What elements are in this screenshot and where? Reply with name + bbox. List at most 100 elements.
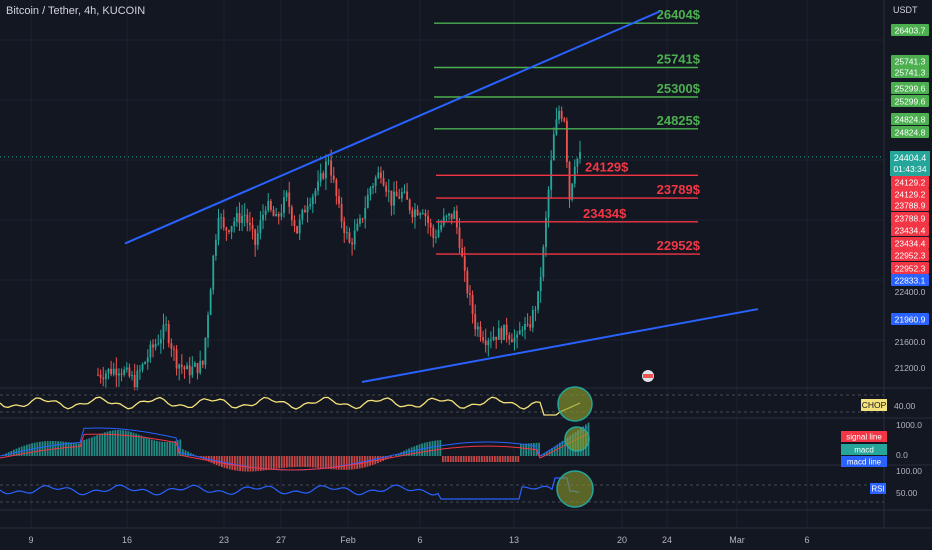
macd-histogram-bar — [72, 442, 75, 456]
macd-histogram-bar — [525, 443, 527, 456]
candle-body — [458, 227, 461, 248]
macd-histogram-bar — [410, 447, 413, 456]
macd-histogram-bar — [262, 456, 265, 471]
macd-histogram-bar — [343, 456, 345, 470]
macd-histogram-bar — [486, 456, 488, 462]
candle-body — [136, 370, 139, 388]
candle-body — [243, 214, 246, 216]
price-badge — [891, 24, 929, 36]
candle-body — [524, 323, 526, 330]
macd-histogram-bar — [106, 431, 109, 456]
level-label: 22952$ — [657, 238, 701, 253]
candle-body — [230, 226, 233, 232]
candle-body — [484, 340, 487, 346]
price-badge-text: 25299.6 — [895, 97, 926, 107]
candle-body — [518, 330, 521, 335]
level-label: 25300$ — [657, 81, 701, 96]
macd-histogram-bar — [234, 456, 236, 471]
candle-body — [256, 233, 259, 246]
candle-body — [421, 213, 424, 215]
price-badge — [891, 224, 929, 236]
candle-body — [183, 366, 186, 370]
macd-histogram-bar — [291, 456, 293, 468]
macd-histogram-bar — [340, 456, 343, 470]
candle-body — [476, 326, 479, 330]
macd-histogram-bar — [481, 456, 483, 462]
macd-histogram-bar — [161, 441, 163, 456]
macd-histogram-bar — [335, 456, 338, 470]
price-tick: 21200.0 — [895, 363, 926, 373]
candle-body — [102, 377, 105, 380]
macd-histogram-bar — [296, 456, 299, 467]
price-badge — [891, 212, 929, 224]
candle-body — [393, 191, 395, 206]
chop-line — [0, 396, 581, 416]
candle-body — [398, 196, 401, 199]
macd-histogram-bar — [556, 444, 559, 456]
macd-histogram-bar — [319, 456, 322, 469]
macd-histogram-bar — [327, 456, 330, 469]
price-badge — [891, 313, 929, 325]
macd-histogram-bar — [223, 456, 226, 468]
macd-histogram-bar — [293, 456, 296, 468]
macd-histogram-bar — [369, 456, 371, 466]
currency-label: USDT — [893, 5, 918, 15]
macd-histogram-bar — [93, 436, 96, 456]
candle-body — [419, 213, 422, 216]
candle-body — [133, 375, 136, 388]
macd-histogram-bar — [169, 441, 171, 456]
candle-body — [199, 360, 202, 373]
macd-histogram-bar — [78, 443, 80, 456]
macd-histogram-bar — [179, 439, 182, 456]
candle-body — [539, 277, 542, 292]
macd-histogram-bar — [325, 456, 327, 469]
level-label: 24825$ — [657, 113, 701, 128]
candle-body — [304, 209, 306, 213]
macd-histogram-bar — [449, 456, 452, 462]
candle-body — [259, 220, 262, 234]
macd-histogram-bar — [408, 448, 410, 456]
macd-legend-label: macd — [854, 446, 874, 455]
candle-body — [138, 369, 141, 371]
macd-histogram-bar — [189, 452, 192, 456]
price-badge — [891, 82, 929, 94]
candle-body — [547, 189, 550, 218]
macd-histogram-bar — [143, 436, 145, 456]
time-tick: 6 — [417, 535, 422, 545]
candle-body — [241, 215, 243, 224]
candle-body — [296, 226, 299, 234]
macd-histogram-bar — [317, 456, 319, 468]
price-badge-text: 24129.2 — [895, 178, 926, 188]
macd-histogram-bar — [241, 456, 244, 472]
macd-histogram-bar — [130, 431, 132, 456]
macd-histogram-bar — [457, 456, 460, 462]
candle-body — [345, 232, 348, 234]
time-tick: 23 — [219, 535, 229, 545]
price-badge-text: 24824.8 — [895, 115, 926, 125]
macd-histogram-bar — [31, 443, 33, 456]
macd-histogram-bar — [374, 456, 377, 465]
price-badge-text: 25299.6 — [895, 84, 926, 94]
candle-body — [351, 242, 354, 245]
rsi-highlight-circle — [556, 470, 594, 508]
macd-histogram-bar — [252, 456, 254, 472]
macd-legend-badge — [841, 431, 887, 442]
macd-histogram-bar — [299, 456, 301, 467]
macd-histogram-bar — [286, 456, 288, 468]
macd-histogram-bar — [377, 456, 379, 464]
candle-body — [251, 224, 254, 230]
candle-body — [293, 220, 296, 227]
price-badge-text: 23788.9 — [895, 201, 926, 211]
macd-histogram-bar — [384, 456, 387, 460]
macd-histogram-bar — [145, 437, 148, 456]
candle-body — [118, 373, 120, 376]
candle-body — [249, 222, 251, 225]
price-badge — [891, 176, 929, 188]
macd-histogram-bar — [257, 456, 260, 472]
macd-histogram-bar — [156, 440, 158, 456]
macd-histogram-bar — [452, 456, 455, 462]
macd-histogram-bar — [561, 440, 564, 456]
candle-body — [317, 181, 319, 191]
time-tick: 16 — [122, 535, 132, 545]
